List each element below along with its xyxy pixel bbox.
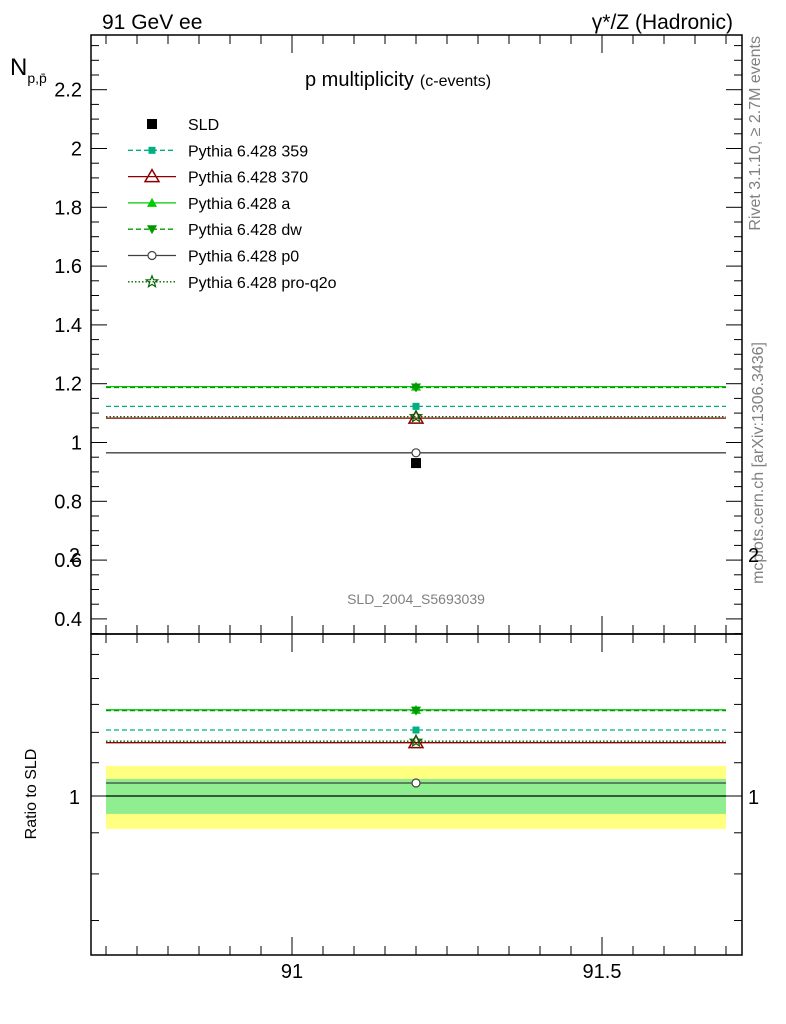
main-series-marker — [408, 408, 424, 423]
header-left: 91 GeV ee — [102, 11, 202, 34]
legend-label: Pythia 6.428 pro-q2o — [188, 275, 337, 292]
ratio-series-group — [106, 704, 726, 797]
main-series-marker — [411, 448, 421, 458]
legend-marker — [147, 250, 157, 261]
ratio-xtick-label: 91.5 — [583, 961, 622, 983]
legend-marker — [147, 225, 157, 235]
ratio-uncertainty-bands — [106, 765, 726, 829]
main-axis-ticks: 0.4 0.6 0.8 1 1.2 1.4 1.6 1.8 2 2.2 — [54, 35, 742, 635]
main-series-marker — [411, 383, 421, 393]
ratio-series-marker — [411, 706, 421, 716]
legend-marker — [147, 197, 157, 207]
ratio-xtick-label: 91 — [281, 961, 303, 983]
legend-label: Pythia 6.428 370 — [188, 170, 308, 187]
main-ytick-label: 0.8 — [54, 491, 82, 513]
ratio-series-marker — [411, 778, 421, 788]
ratio-series-marker — [412, 726, 420, 734]
main-ytick-label: 0.4 — [54, 609, 82, 631]
legend-label: Pythia 6.428 359 — [188, 143, 308, 160]
mcplots-label: mcplots.cern.ch [arXiv:1306.3436] — [750, 342, 767, 584]
main-ytick-label: 1.4 — [54, 315, 82, 337]
legend-marker — [143, 168, 161, 183]
main-series-group — [106, 381, 726, 469]
ratio-plot-frame — [90, 633, 743, 956]
ratio-ytick-label-right: 2 — [748, 545, 759, 567]
ratio-ytick-label: 2 — [69, 545, 80, 567]
legend-marker — [148, 146, 156, 154]
legend-label: Pythia 6.428 p0 — [188, 249, 299, 266]
legend-label: Pythia 6.428 a — [188, 196, 290, 213]
main-title: p multiplicity (c-events) — [305, 69, 491, 91]
main-ylabel: Np,p̄ — [10, 54, 47, 86]
ratio-ytick-label-right: 1 — [748, 787, 759, 809]
sld-data-point — [411, 458, 421, 469]
analysis-watermark: SLD_2004_S5693039 — [347, 591, 485, 607]
legend: SLD Pythia 6.428 359 Pythia 6.428 370 Pythi… — [128, 117, 337, 292]
legend-marker — [144, 274, 160, 289]
legend-label: Pythia 6.428 dw — [188, 222, 302, 239]
legend-label: SLD — [188, 117, 219, 134]
main-ytick-label: 1.8 — [54, 197, 82, 219]
main-series-marker — [412, 402, 420, 410]
ratio-ylabel: Ratio to SLD — [23, 749, 40, 840]
main-ytick-label: 1.2 — [54, 374, 82, 396]
main-ytick-label: 0.6 — [54, 550, 82, 572]
main-ytick-label: 1.6 — [54, 256, 82, 278]
main-ytick-label: 2.2 — [54, 80, 82, 102]
header-right: γ*/Z (Hadronic) — [592, 11, 733, 34]
legend-marker — [147, 119, 157, 129]
ratio-ytick-label: 1 — [69, 787, 80, 809]
main-ytick-label: 1 — [71, 433, 82, 455]
ratio-series-marker — [408, 733, 424, 748]
rivet-label: Rivet 3.1.10, ≥ 2.7M events — [747, 36, 764, 231]
main-ytick-label: 2 — [71, 139, 82, 161]
